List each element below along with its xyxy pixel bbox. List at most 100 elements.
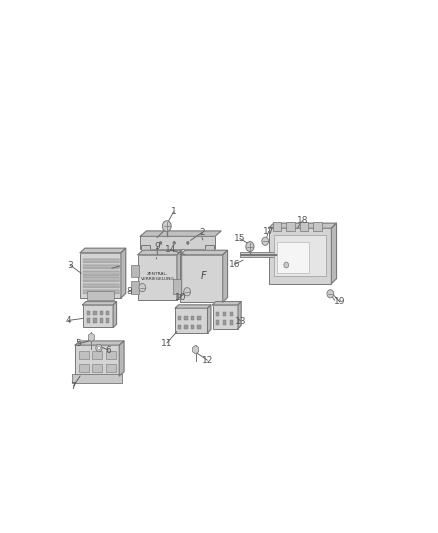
Text: 8: 8	[126, 287, 132, 296]
Circle shape	[173, 241, 176, 245]
Bar	[87, 291, 114, 300]
Bar	[138, 255, 177, 300]
Bar	[106, 311, 110, 315]
Circle shape	[262, 237, 268, 245]
Text: 18: 18	[297, 216, 308, 225]
Bar	[173, 279, 181, 294]
Bar	[87, 311, 90, 315]
Text: 10: 10	[175, 293, 186, 302]
Bar	[106, 351, 116, 359]
Polygon shape	[140, 231, 221, 236]
Bar	[180, 255, 223, 302]
Text: 9: 9	[154, 242, 160, 251]
Bar	[72, 374, 122, 383]
Circle shape	[162, 221, 171, 231]
Bar	[314, 222, 322, 231]
Bar	[83, 305, 113, 327]
Polygon shape	[113, 302, 117, 327]
Bar	[286, 222, 295, 231]
Polygon shape	[75, 341, 124, 345]
Bar	[106, 318, 110, 322]
Bar	[92, 351, 102, 359]
Bar	[212, 305, 238, 329]
Bar	[274, 235, 326, 276]
Polygon shape	[208, 305, 211, 333]
Circle shape	[184, 288, 191, 296]
Text: 19: 19	[334, 297, 346, 306]
Bar	[93, 318, 96, 322]
Bar	[197, 325, 201, 329]
Circle shape	[139, 284, 146, 292]
Bar	[184, 317, 188, 320]
Bar	[216, 320, 219, 325]
Bar	[106, 364, 116, 372]
Bar	[184, 325, 188, 329]
Bar	[131, 265, 138, 277]
Bar	[175, 308, 208, 333]
Bar	[178, 325, 181, 329]
Polygon shape	[177, 251, 182, 300]
Bar	[223, 320, 226, 325]
Text: 3: 3	[67, 261, 73, 270]
Polygon shape	[180, 251, 227, 255]
Polygon shape	[268, 223, 336, 228]
Text: 15: 15	[234, 234, 246, 243]
Text: 13: 13	[235, 317, 247, 326]
Text: 12: 12	[202, 356, 213, 365]
Bar	[93, 311, 96, 315]
Bar	[223, 312, 226, 317]
Text: 17: 17	[263, 227, 274, 236]
Bar	[230, 320, 233, 325]
Text: 2: 2	[200, 228, 205, 237]
Text: 5: 5	[76, 340, 81, 349]
Text: 6: 6	[106, 345, 111, 354]
Text: 14: 14	[165, 245, 176, 254]
Bar	[216, 312, 219, 317]
Polygon shape	[212, 302, 241, 305]
Bar	[87, 318, 90, 322]
Polygon shape	[83, 302, 117, 305]
Circle shape	[97, 346, 100, 350]
Polygon shape	[238, 302, 241, 329]
Circle shape	[159, 241, 162, 245]
Bar	[78, 351, 88, 359]
Polygon shape	[223, 251, 227, 302]
Circle shape	[246, 241, 254, 252]
Text: 1: 1	[171, 207, 177, 216]
Bar	[99, 318, 103, 322]
Bar	[99, 311, 103, 315]
Bar	[141, 245, 151, 276]
Circle shape	[327, 290, 334, 298]
Polygon shape	[175, 305, 211, 308]
Bar	[78, 364, 88, 372]
Circle shape	[96, 344, 102, 352]
Bar	[131, 281, 138, 294]
Bar	[268, 228, 332, 284]
Bar	[273, 222, 281, 231]
Text: ZENTRAL-
VERRIEGELUNG: ZENTRAL- VERRIEGELUNG	[141, 272, 174, 281]
Bar	[191, 325, 194, 329]
Polygon shape	[119, 341, 124, 376]
Bar	[191, 317, 194, 320]
Circle shape	[187, 241, 189, 245]
Text: 4: 4	[66, 316, 71, 325]
Bar	[240, 252, 286, 257]
Text: 11: 11	[161, 338, 173, 348]
Text: 7: 7	[71, 382, 76, 391]
Polygon shape	[121, 248, 126, 298]
Text: 16: 16	[229, 260, 240, 269]
Bar	[178, 317, 181, 320]
Bar	[80, 253, 121, 298]
Bar	[140, 236, 215, 249]
Polygon shape	[80, 248, 126, 253]
Polygon shape	[138, 251, 182, 255]
Bar	[197, 317, 201, 320]
Bar	[277, 243, 309, 273]
Circle shape	[284, 262, 289, 268]
Bar	[300, 222, 308, 231]
Text: F: F	[201, 271, 206, 281]
Bar	[230, 312, 233, 317]
Bar	[205, 245, 214, 276]
Polygon shape	[332, 223, 336, 284]
Bar	[92, 364, 102, 372]
